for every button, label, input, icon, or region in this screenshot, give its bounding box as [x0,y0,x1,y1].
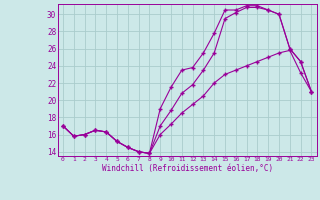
X-axis label: Windchill (Refroidissement éolien,°C): Windchill (Refroidissement éolien,°C) [102,164,273,173]
